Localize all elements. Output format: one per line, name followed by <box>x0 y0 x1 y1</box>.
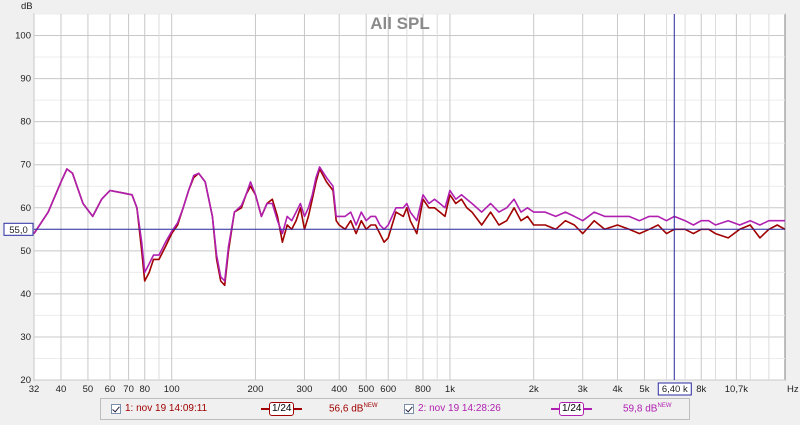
level-readout-1: 56,6 dBNEW <box>329 403 377 414</box>
legend-label-1: 1: nov 19 14:09:11 <box>125 403 208 414</box>
x-tick-label: 100 <box>164 384 180 395</box>
y-tick-label: 90 <box>20 74 31 85</box>
smoothing-label-1[interactable]: 1/24 <box>269 402 295 416</box>
smoothing-control-1[interactable]: 1/24 <box>261 402 303 416</box>
cursor-x-readout-box <box>657 382 692 396</box>
legend-label-2: 2: nov 19 14:28:26 <box>418 403 501 414</box>
x-tick-label: 32 <box>29 384 40 395</box>
legend-checkbox-1[interactable] <box>111 403 121 414</box>
y-tick-label: 80 <box>20 117 31 128</box>
grid <box>33 13 785 381</box>
smoothing-label-2[interactable]: 1/24 <box>559 402 585 416</box>
x-tick-label: 80 <box>139 384 150 395</box>
series-line-2 <box>33 166 785 282</box>
cursor-y-readout-box <box>3 222 34 236</box>
cursor[interactable]: 55,0 6,40 k <box>3 14 785 396</box>
x-tick-label: 4k <box>612 384 622 395</box>
spl-chart: 55,0 6,40 k 20 30 40 50 60 70 80 90 100 32 40 50 60 7… <box>3 1 799 396</box>
y-tick-label: 20 <box>20 375 31 386</box>
x-tick-label: 70 <box>123 384 134 395</box>
y-tick-label: 50 <box>20 246 31 257</box>
x-tick-label: 60 <box>105 384 116 395</box>
legend-checkbox-2[interactable] <box>404 403 414 414</box>
plot-area[interactable] <box>33 13 786 381</box>
y-tick-label: 30 <box>20 332 31 343</box>
y-tick-label: 40 <box>20 289 31 300</box>
x-tick-label: 600 <box>380 384 396 395</box>
x-tick-label: 200 <box>248 384 264 395</box>
x-tick-label: 40 <box>56 384 67 395</box>
y-tick-label: 60 <box>20 203 31 214</box>
x-tick-label: 400 <box>331 384 347 395</box>
y-unit-label: dB <box>21 1 33 12</box>
x-tick-label: 5k <box>639 384 649 395</box>
cursor-x-readout: 6,40 k <box>662 384 688 395</box>
smoothing-control-2[interactable]: 1/24 <box>551 402 593 416</box>
y-tick-label: 100 <box>15 31 31 42</box>
legend-item-2[interactable]: 2: nov 19 14:28:26 <box>404 403 501 414</box>
x-tick-label: 1k <box>445 384 455 395</box>
y-tick-label: 70 <box>20 160 31 171</box>
legend-item-1[interactable]: 1: nov 19 14:09:11 <box>111 403 207 414</box>
level-value-1: 56,6 dB <box>329 403 364 415</box>
level-readout-2: 59,8 dBNEW <box>623 403 671 414</box>
x-tick-label: 500 <box>358 384 374 395</box>
x-tick-label: 3k <box>578 384 588 395</box>
legend: 1: nov 19 14:09:11 1/24 56,6 dBNEW 2: no… <box>100 398 690 420</box>
cursor-y-readout: 55,0 <box>9 225 28 236</box>
y-tick-labels: 20 30 40 50 60 70 80 90 100 <box>15 31 31 386</box>
x-tick-label: 800 <box>415 384 431 395</box>
level-tag-2: NEW <box>657 403 672 409</box>
x-tick-label: 10,7k <box>725 384 748 395</box>
x-tick-label: 300 <box>297 384 313 395</box>
x-unit-label: Hz <box>787 384 799 395</box>
level-tag-1: NEW <box>363 403 378 409</box>
level-value-2: 59,8 dB <box>623 403 658 415</box>
x-tick-labels: 32 40 50 60 70 80 100 200 300 400 500 600 800 1k 2k 3k 4… <box>29 384 749 395</box>
x-tick-label: 8k <box>696 384 706 395</box>
x-tick-label: 50 <box>83 384 94 395</box>
chart-title: All SPL <box>370 14 430 33</box>
x-tick-label: 2k <box>529 384 539 395</box>
